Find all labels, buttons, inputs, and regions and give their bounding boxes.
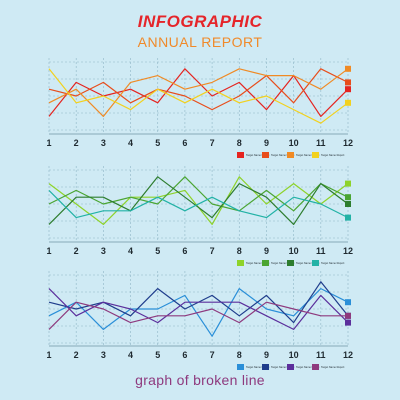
annual-report-subtitle: ANNUAL REPORT xyxy=(137,34,263,50)
x-tick-label: 2 xyxy=(74,350,79,360)
legend-swatch xyxy=(262,364,269,370)
x-tick-label: 12 xyxy=(343,246,353,256)
x-tick-label: 9 xyxy=(264,138,269,148)
x-tick-label: 10 xyxy=(289,246,299,256)
legend-swatch xyxy=(262,152,269,158)
x-tick-label: 11 xyxy=(316,350,326,360)
x-tick-label: 5 xyxy=(155,138,160,148)
x-tick-label: 3 xyxy=(101,138,106,148)
x-tick-label: 1 xyxy=(46,246,51,256)
legend-swatch xyxy=(312,152,319,158)
series-end-marker xyxy=(345,201,351,207)
legend-label: Target Name Report xyxy=(296,261,320,265)
x-tick-label: 7 xyxy=(210,246,215,256)
x-tick-label: 9 xyxy=(264,246,269,256)
legend-swatch xyxy=(262,260,269,266)
legend-label: Target Name Report xyxy=(246,365,270,369)
series-line xyxy=(48,301,348,330)
series-line xyxy=(48,176,349,225)
x-tick-label: 9 xyxy=(264,350,269,360)
series-end-marker xyxy=(345,180,351,187)
x-tick-label: 10 xyxy=(289,138,299,148)
legend-swatch xyxy=(237,152,244,158)
series-end-marker xyxy=(345,99,351,106)
x-tick-label: 12 xyxy=(343,138,353,148)
series-end-marker xyxy=(345,312,351,319)
series-end-marker xyxy=(345,319,351,326)
legend-label: Target Name Report xyxy=(271,365,295,369)
series-line xyxy=(48,176,349,212)
legend-label: Target Name Report xyxy=(246,153,270,157)
legend-swatch xyxy=(237,260,244,266)
series-line xyxy=(48,288,349,337)
legend-swatch xyxy=(287,364,294,370)
series-end-marker xyxy=(345,194,351,201)
x-tick-label: 1 xyxy=(46,138,51,148)
series-line xyxy=(48,68,349,118)
legend-swatch xyxy=(237,364,244,370)
x-tick-label: 4 xyxy=(128,246,133,256)
x-tick-label: 10 xyxy=(289,350,299,360)
x-tick-label: 7 xyxy=(210,138,215,148)
series-line xyxy=(48,68,349,111)
series-line xyxy=(48,68,349,118)
x-tick-label: 8 xyxy=(237,246,242,256)
legend-swatch xyxy=(312,260,319,266)
x-tick-label: 6 xyxy=(182,350,187,360)
x-tick-label: 3 xyxy=(101,246,106,256)
legend-label: Target Name Report xyxy=(321,153,345,157)
series-end-marker xyxy=(345,86,351,93)
x-tick-label: 11 xyxy=(316,246,326,256)
series-end-marker xyxy=(345,79,351,86)
x-tick-label: 12 xyxy=(343,350,353,360)
x-tick-label: 8 xyxy=(237,350,242,360)
infographic-title: INFOGRAPHIC xyxy=(137,12,263,31)
legend-label: Target Name Report xyxy=(271,261,295,265)
chart-caption: graph of broken line xyxy=(135,372,265,388)
legend-label: Target Name Report xyxy=(321,261,345,265)
x-tick-label: 11 xyxy=(316,138,326,148)
x-tick-label: 3 xyxy=(101,350,106,360)
x-tick-label: 4 xyxy=(128,350,133,360)
x-tick-label: 6 xyxy=(182,138,187,148)
legend-label: Target Name Report xyxy=(296,153,320,157)
x-tick-label: 1 xyxy=(46,350,51,360)
series-end-marker xyxy=(345,214,351,221)
legend-label: Target Name Report xyxy=(271,153,295,157)
x-tick-label: 4 xyxy=(128,138,133,148)
legend-swatch xyxy=(312,364,319,370)
series-line xyxy=(48,189,349,219)
x-tick-label: 5 xyxy=(155,246,160,256)
legend-label: Target Name Report xyxy=(296,365,320,369)
x-tick-label: 7 xyxy=(210,350,215,360)
legend-label: Target Name Report xyxy=(321,365,345,369)
x-tick-label: 2 xyxy=(74,246,79,256)
series-end-marker xyxy=(345,65,351,72)
series-end-marker xyxy=(345,299,351,306)
series-line xyxy=(48,68,349,124)
legend-label: Target Name Report xyxy=(246,261,270,265)
x-tick-label: 6 xyxy=(182,246,187,256)
x-tick-label: 5 xyxy=(155,350,160,360)
series-line xyxy=(48,288,349,330)
x-tick-label: 2 xyxy=(74,138,79,148)
legend-swatch xyxy=(287,260,294,266)
legend-swatch xyxy=(287,152,294,158)
x-tick-label: 8 xyxy=(237,138,242,148)
